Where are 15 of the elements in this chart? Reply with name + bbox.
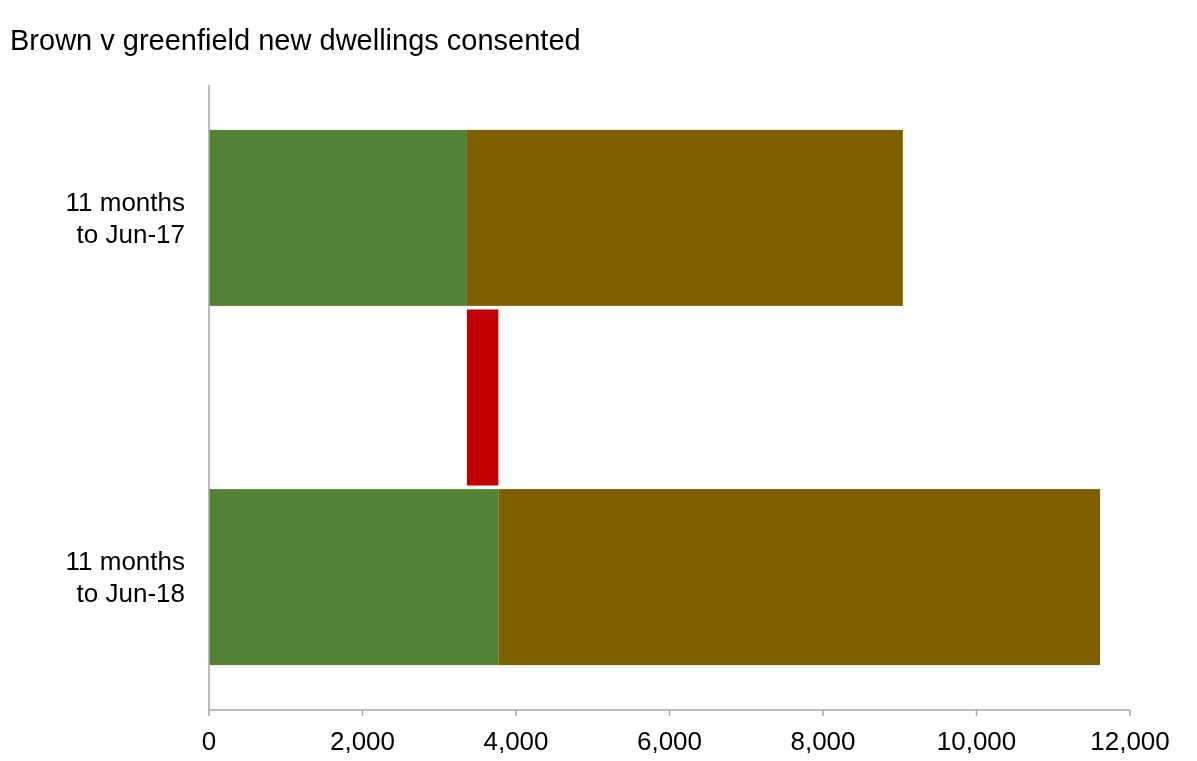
bar [466, 129, 903, 306]
x-tick-label: 4,000 [483, 726, 549, 756]
bar [466, 309, 499, 486]
x-tick-label: 0 [201, 726, 217, 756]
x-tick-label: 2,000 [329, 726, 396, 756]
y-tick-label: 11 months to Jun-18 [65, 546, 185, 609]
x-tick-label: 6,000 [636, 726, 703, 756]
y-tick-label: 11 months to Jun-17 [65, 186, 185, 249]
chart-title: Brown v greenfield new dwellings consented [10, 24, 581, 56]
x-tick-label: 12,000 [1090, 726, 1170, 756]
x-tick-label: 10,000 [936, 726, 1017, 756]
bar [209, 489, 499, 666]
bar [498, 489, 1101, 666]
x-tick-label: 8,000 [790, 726, 856, 756]
bar [209, 129, 467, 306]
